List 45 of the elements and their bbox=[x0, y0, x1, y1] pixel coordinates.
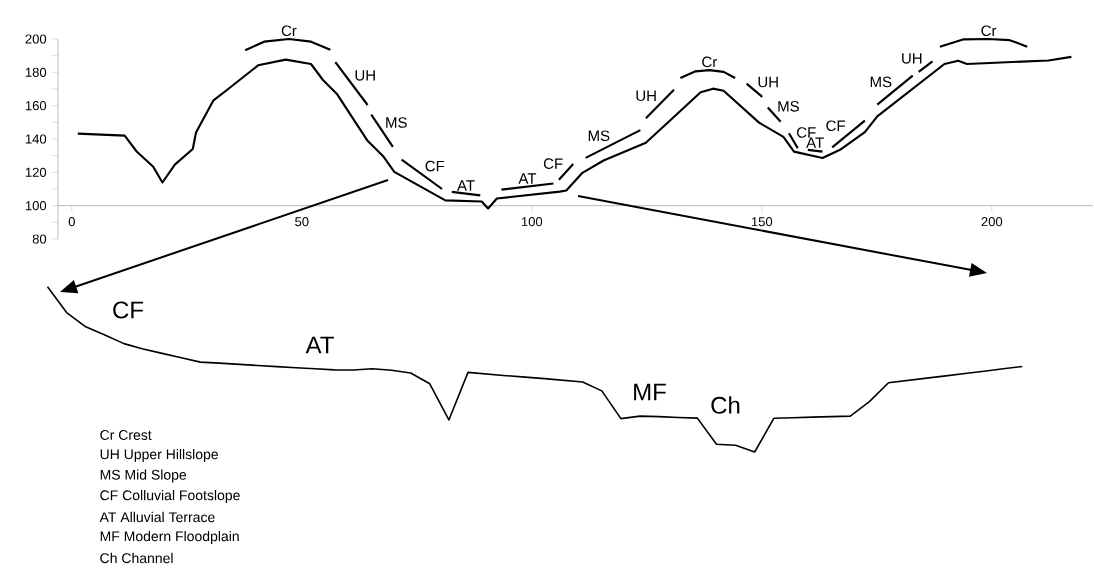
annotation: CF bbox=[113, 301, 144, 319]
series-label: UH bbox=[758, 76, 778, 88]
series-label: MS bbox=[870, 76, 892, 88]
text: MF Modern Floodplain bbox=[100, 530, 239, 545]
annotation: UH Upper Hillslope bbox=[100, 448, 218, 463]
series-label: CF bbox=[826, 120, 845, 132]
y-tick-label: 100 bbox=[25, 201, 47, 211]
series-label: MS bbox=[588, 130, 610, 142]
series-label: CF bbox=[425, 160, 445, 172]
line-series bbox=[76, 55, 1073, 210]
series-label: AT bbox=[457, 180, 475, 191]
annotation: Ch bbox=[711, 396, 740, 414]
x-tick-label: 0 bbox=[68, 217, 75, 227]
series-label: MS bbox=[386, 117, 407, 128]
x-tick-label: 200 bbox=[981, 217, 1003, 227]
x-tick-label: 100 bbox=[521, 217, 543, 227]
series-label: UH bbox=[902, 53, 922, 64]
y-tick-label: 160 bbox=[25, 101, 47, 111]
line-series bbox=[938, 37, 1029, 48]
line-series bbox=[679, 69, 737, 80]
y-tick-label: 80 bbox=[32, 234, 47, 244]
series-label: AT bbox=[806, 137, 824, 148]
y-tick-label: 180 bbox=[25, 67, 47, 77]
text: AT Alluvial Terrace bbox=[99, 511, 215, 523]
y-tick-label: 140 bbox=[25, 134, 47, 144]
annotation: Cr Crest bbox=[100, 430, 152, 440]
x-tick-label: 50 bbox=[295, 217, 309, 227]
series-label: MS bbox=[778, 101, 799, 112]
annotation: AT bbox=[305, 336, 334, 354]
annotation: MF bbox=[634, 383, 666, 401]
text: CF Colluvial Footslope bbox=[100, 489, 240, 504]
series-label: Cr bbox=[281, 25, 297, 37]
y-tick-label: 120 bbox=[25, 167, 47, 177]
series-label: UH bbox=[636, 90, 656, 102]
y-tick-label: 200 bbox=[25, 34, 47, 44]
x-tick-label: 150 bbox=[751, 217, 773, 227]
series-label: CF bbox=[543, 158, 563, 169]
series-label: CF bbox=[797, 127, 816, 138]
series-label: Cr bbox=[702, 56, 718, 68]
text: Ch Channel bbox=[100, 552, 173, 564]
text: MS Mid Slope bbox=[100, 469, 187, 483]
series-label: UH bbox=[355, 70, 375, 81]
series-label: AT bbox=[518, 173, 537, 184]
series-label: Cr bbox=[981, 25, 997, 37]
line-series bbox=[244, 37, 332, 52]
